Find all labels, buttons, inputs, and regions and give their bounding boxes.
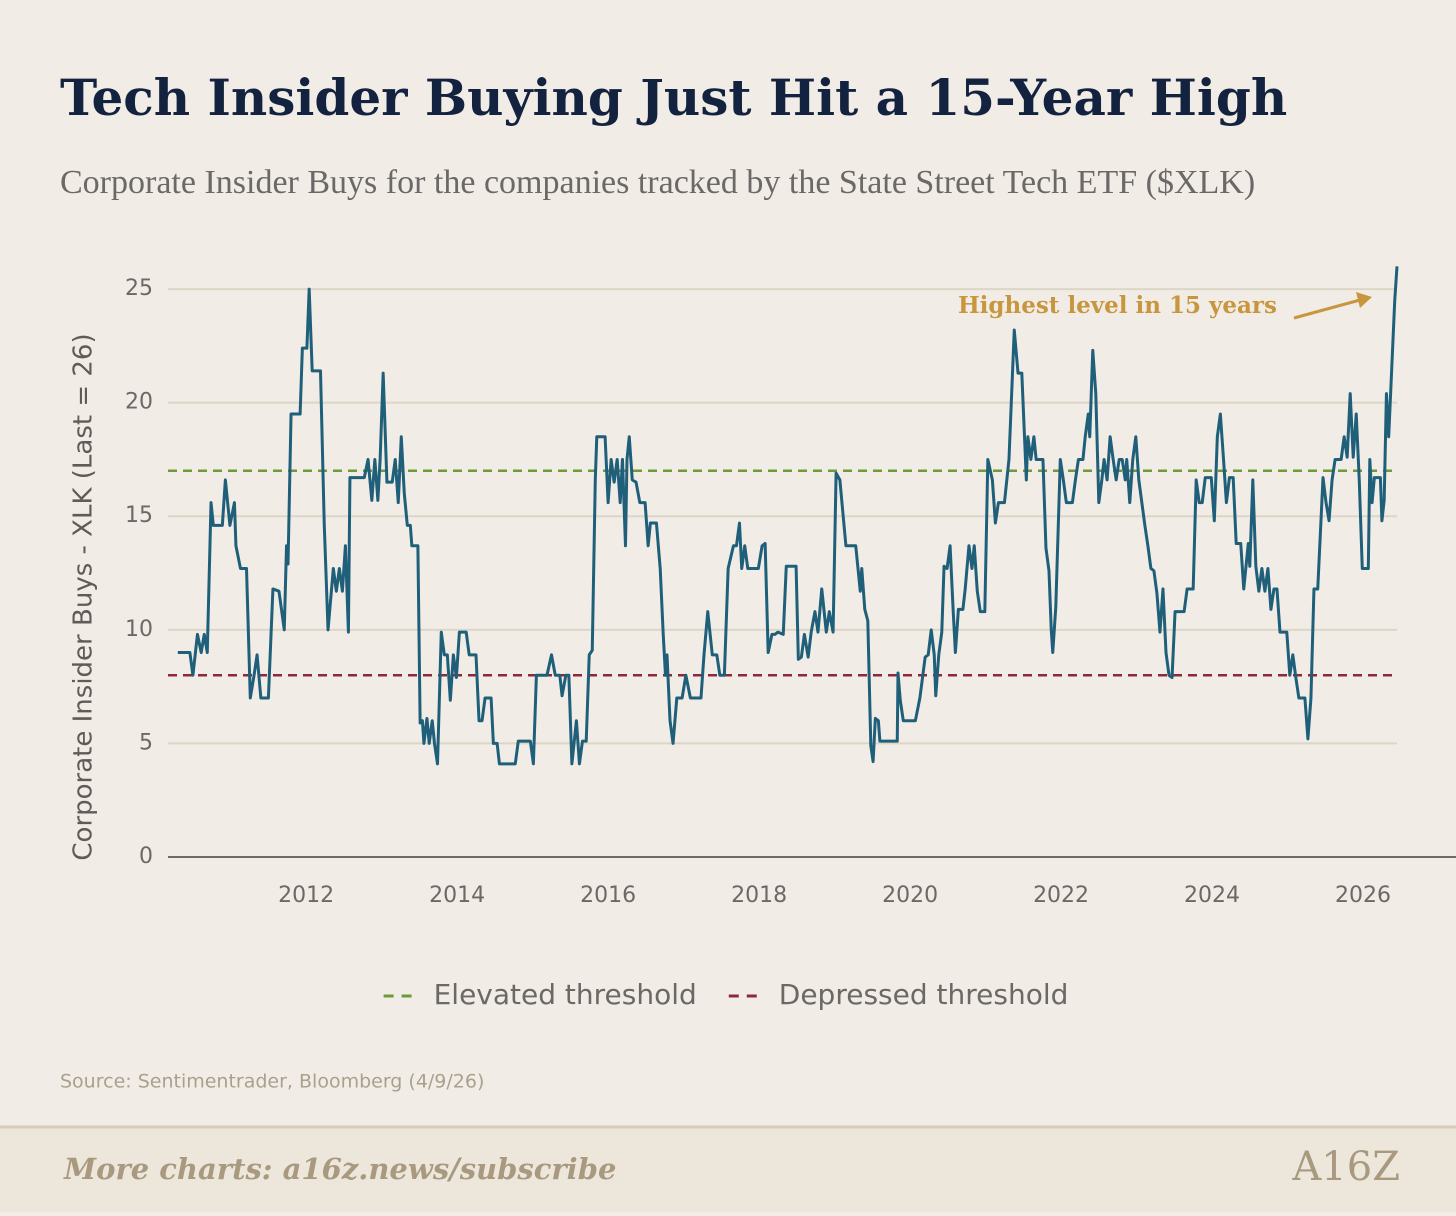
footer-link: More charts: a16z.news/subscribe (63, 1152, 616, 1186)
y-tick-label: 10 (125, 617, 153, 642)
x-tick-label: 2022 (1033, 883, 1089, 908)
x-tick-label: 2024 (1184, 883, 1240, 908)
legend-item: Depressed threshold (728, 978, 1069, 1011)
source: Source: Sentimentrader, Bloomberg (4/9/2… (60, 1071, 484, 1093)
y-tick-label: 15 (125, 503, 153, 528)
annotation-arrow (1293, 298, 1361, 320)
y-tick-label: 0 (139, 844, 153, 869)
legend-label: Depressed threshold (779, 978, 1069, 1011)
legend-item: Elevated threshold (383, 978, 697, 1011)
legend: Elevated threshold Depressed threshold (383, 978, 1069, 1011)
chart-subtitle: Corporate Insider Buys for the companies… (60, 164, 1255, 201)
y-tick-label: 5 (139, 730, 153, 755)
footer-band (0, 1126, 1456, 1212)
x-tick-label: 2020 (882, 883, 938, 908)
grid: 0 5 10 15 20 25 2012 2014 2016 2018 2020 2022 2024 20… (125, 276, 1456, 908)
y-tick-label: 20 (125, 390, 153, 415)
annotation: Highest level in 15 years (958, 292, 1277, 319)
chart-title: Tech Insider Buying Just Hit a 15-Year H… (60, 68, 1287, 127)
legend-label: Elevated threshold (434, 978, 697, 1011)
y-axis-label: Corporate Insider Buys - XLK (Last = 26) (69, 333, 99, 860)
logo: A16Z (1291, 1144, 1400, 1190)
y-tick-label: 25 (125, 276, 153, 301)
series-line (177, 266, 1399, 766)
annotation-arrowhead (1356, 292, 1372, 308)
x-tick-label: 2012 (278, 883, 334, 908)
x-tick-label: 2018 (731, 883, 787, 908)
plot-area (168, 266, 1399, 766)
x-tick-label: 2016 (580, 883, 636, 908)
x-tick-label: 2014 (429, 883, 485, 908)
x-tick-label: 2026 (1335, 883, 1391, 908)
